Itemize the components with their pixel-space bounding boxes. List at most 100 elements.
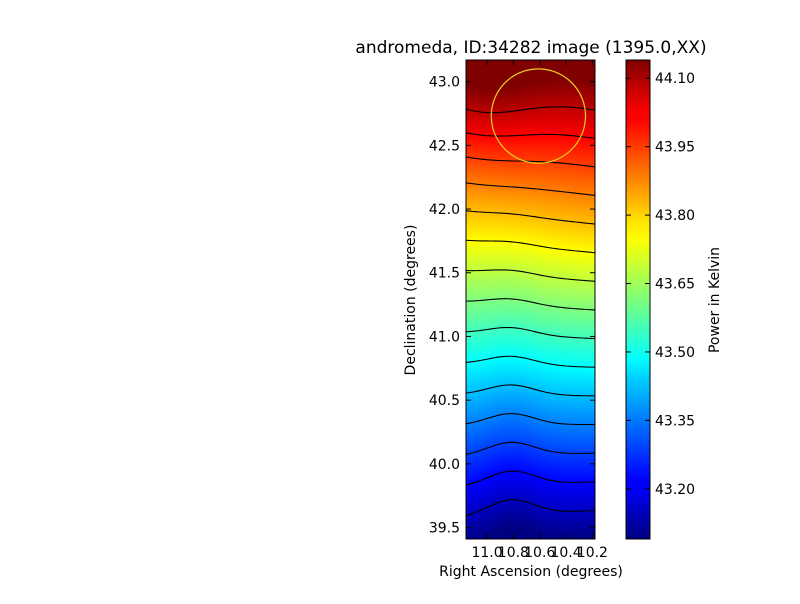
heatmap-cell bbox=[568, 344, 573, 348]
heatmap-cell bbox=[574, 395, 579, 399]
heatmap-cell bbox=[533, 242, 537, 247]
heatmap-cell bbox=[518, 407, 523, 411]
heatmap-cell bbox=[471, 254, 476, 259]
heatmap-cell bbox=[565, 464, 570, 468]
heatmap-cell bbox=[492, 263, 496, 268]
heatmap-cell bbox=[565, 311, 570, 316]
heatmap-cell bbox=[533, 347, 537, 351]
heatmap-cell bbox=[553, 233, 558, 238]
heatmap-cell bbox=[551, 353, 555, 357]
heatmap-cell bbox=[515, 305, 520, 310]
heatmap-cell bbox=[589, 482, 593, 486]
heatmap-cell bbox=[495, 347, 499, 351]
heatmap-cell bbox=[574, 227, 579, 232]
heatmap-cell bbox=[501, 491, 505, 495]
heatmap-cell bbox=[527, 473, 532, 477]
heatmap-cell bbox=[551, 314, 555, 319]
heatmap-cell bbox=[527, 326, 532, 331]
heatmap-cell bbox=[466, 467, 470, 471]
heatmap-cell bbox=[495, 395, 499, 399]
heatmap-cell bbox=[468, 374, 473, 378]
heatmap-cell bbox=[521, 311, 526, 316]
heatmap-cell bbox=[483, 431, 488, 435]
heatmap-cell bbox=[509, 266, 514, 271]
heatmap-cell bbox=[553, 203, 558, 208]
heatmap-cell bbox=[477, 326, 482, 331]
heatmap-cell bbox=[498, 347, 502, 351]
heatmap-cell bbox=[577, 377, 581, 381]
heatmap-cell bbox=[527, 266, 532, 271]
heatmap-cell bbox=[592, 512, 595, 516]
heatmap-cell bbox=[565, 272, 570, 277]
heatmap-cell bbox=[586, 227, 590, 232]
heatmap-cell bbox=[571, 455, 576, 459]
heatmap-cell bbox=[553, 383, 558, 387]
heatmap-cell bbox=[509, 428, 514, 432]
heatmap-cell bbox=[577, 494, 581, 498]
heatmap-cell bbox=[474, 275, 479, 280]
heatmap-cell bbox=[565, 395, 570, 399]
heatmap-cell bbox=[586, 497, 590, 501]
heatmap-cell bbox=[468, 332, 473, 337]
heatmap-cell bbox=[589, 434, 593, 438]
heatmap-cell bbox=[483, 281, 488, 286]
heatmap-cell bbox=[495, 206, 499, 211]
heatmap-cell bbox=[518, 260, 523, 265]
heatmap-cell bbox=[486, 272, 491, 277]
heatmap-cell bbox=[492, 500, 496, 504]
heatmap-cell bbox=[589, 437, 593, 441]
heatmap-cell bbox=[507, 410, 511, 414]
heatmap-cell bbox=[571, 326, 576, 331]
heatmap-cell bbox=[559, 281, 564, 286]
heatmap-cell bbox=[568, 293, 573, 298]
heatmap-cell bbox=[533, 200, 537, 205]
heatmap-cell bbox=[533, 533, 537, 537]
heatmap-cell bbox=[471, 434, 476, 438]
heatmap-cell bbox=[512, 335, 517, 340]
heatmap-cell bbox=[524, 488, 529, 492]
heatmap-cell bbox=[527, 368, 532, 372]
heatmap-cell bbox=[524, 452, 529, 456]
heatmap-cell bbox=[539, 278, 543, 283]
heatmap-cell bbox=[524, 482, 529, 486]
heatmap-cell bbox=[574, 260, 579, 265]
heatmap-cell bbox=[518, 320, 523, 325]
heatmap-cell bbox=[509, 290, 514, 295]
heatmap-cell bbox=[504, 230, 508, 235]
heatmap-cell bbox=[530, 224, 535, 229]
heatmap-cell bbox=[489, 389, 493, 393]
heatmap-cell bbox=[568, 455, 573, 459]
heatmap-cell bbox=[553, 272, 558, 277]
heatmap-cell bbox=[586, 356, 590, 360]
heatmap-cell bbox=[542, 200, 546, 205]
heatmap-cell bbox=[536, 260, 540, 265]
heatmap-cell bbox=[480, 296, 485, 301]
heatmap-cell bbox=[498, 335, 502, 340]
heatmap-cell bbox=[474, 263, 479, 268]
heatmap-cell bbox=[480, 368, 485, 372]
heatmap-cell bbox=[489, 506, 493, 510]
heatmap-cell bbox=[536, 329, 540, 334]
heatmap-cell bbox=[568, 260, 573, 265]
heatmap-cell bbox=[548, 281, 552, 286]
heatmap-cell bbox=[589, 347, 593, 351]
heatmap-cell bbox=[533, 269, 537, 274]
heatmap-cell bbox=[504, 323, 508, 328]
heatmap-cell bbox=[483, 302, 488, 307]
heatmap-cell bbox=[471, 536, 476, 539]
heatmap-cell bbox=[551, 509, 555, 513]
heatmap-cell bbox=[545, 224, 549, 229]
heatmap-cell bbox=[509, 344, 514, 348]
heatmap-cell bbox=[551, 497, 555, 501]
heatmap-cell bbox=[477, 236, 482, 241]
heatmap-cell bbox=[583, 275, 587, 280]
heatmap-cell bbox=[559, 239, 564, 244]
heatmap-cell bbox=[474, 392, 479, 396]
heatmap-cell bbox=[592, 200, 595, 205]
heatmap-cell bbox=[507, 320, 511, 325]
heatmap-cell bbox=[589, 479, 593, 483]
heatmap-cell bbox=[483, 269, 488, 274]
heatmap-cell bbox=[571, 386, 576, 390]
heatmap-cell bbox=[562, 533, 567, 537]
heatmap-cell bbox=[571, 287, 576, 292]
